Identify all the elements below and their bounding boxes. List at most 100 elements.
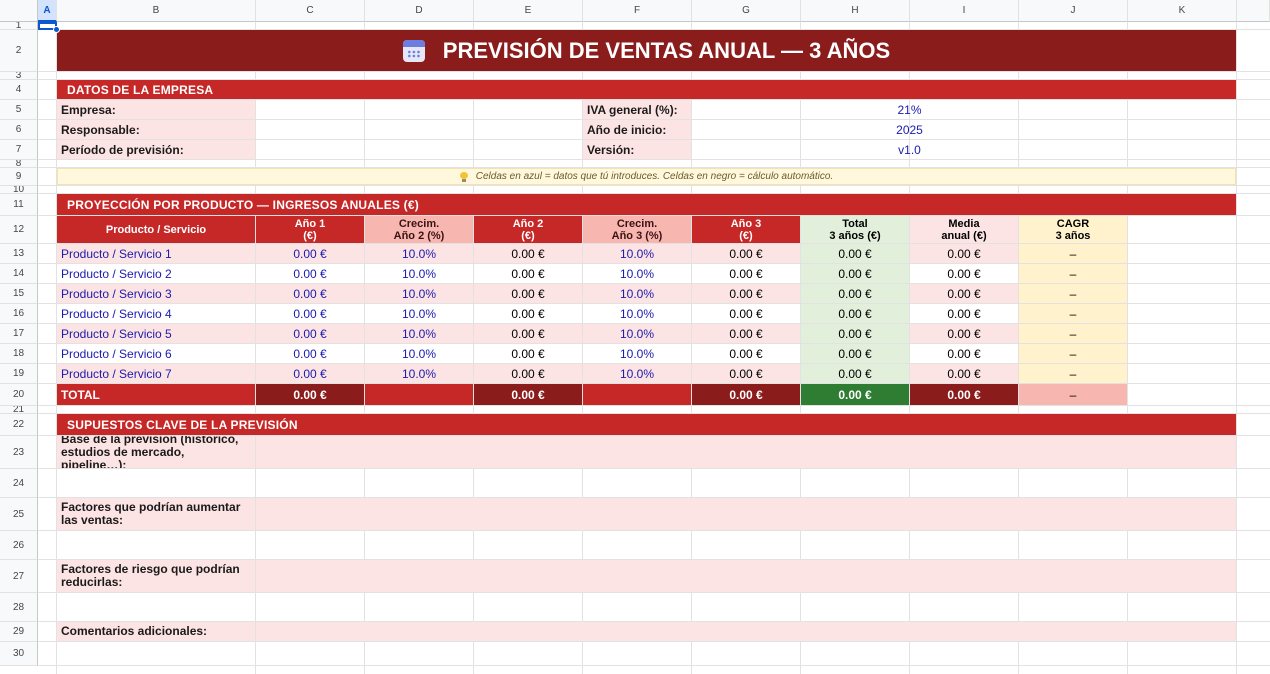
row-header-8[interactable]: 8 (0, 160, 38, 168)
row-header-30[interactable]: 30 (0, 642, 38, 666)
row-header-13[interactable]: 13 (0, 244, 38, 264)
row-header-14[interactable]: 14 (0, 264, 38, 284)
column-header-blank (1237, 0, 1270, 22)
grid-column-line (691, 22, 692, 674)
company-input-cell[interactable] (256, 140, 582, 159)
growth-y2-input[interactable]: 10.0% (365, 244, 473, 263)
year1-input[interactable]: 0.00 € (256, 304, 364, 323)
row-header-23[interactable]: 23 (0, 436, 38, 469)
row-header-19[interactable]: 19 (0, 364, 38, 384)
assumption-answer-cell[interactable] (57, 469, 1236, 497)
product-name[interactable]: Producto / Servicio 4 (57, 304, 255, 323)
select-all-corner[interactable] (0, 0, 38, 22)
growth-y3-input[interactable]: 10.0% (583, 344, 691, 363)
product-name[interactable]: Producto / Servicio 2 (57, 264, 255, 283)
company-input-cell[interactable] (256, 120, 582, 139)
year1-input[interactable]: 0.00 € (256, 344, 364, 363)
grid-column-line (473, 22, 474, 674)
product-name[interactable]: Producto / Servicio 7 (57, 364, 255, 383)
growth-y2-input[interactable]: 10.0% (365, 364, 473, 383)
column-header-h[interactable]: H (801, 0, 910, 22)
growth-y2-input[interactable]: 10.0% (365, 264, 473, 283)
row-header-20[interactable]: 20 (0, 384, 38, 406)
row-header-22[interactable]: 22 (0, 414, 38, 436)
column-header-e[interactable]: E (474, 0, 583, 22)
column-header-a[interactable]: A (38, 0, 57, 22)
fill-handle[interactable] (53, 26, 60, 33)
row-header-25[interactable]: 25 (0, 498, 38, 531)
assumption-answer-cell[interactable] (57, 531, 1236, 559)
row-header-18[interactable]: 18 (0, 344, 38, 364)
row-header-16[interactable]: 16 (0, 304, 38, 324)
growth-y3-input[interactable]: 10.0% (583, 264, 691, 283)
company-right-value[interactable]: 2025 (896, 122, 923, 137)
row-header-4[interactable]: 4 (0, 80, 38, 100)
grid-row-line (38, 468, 1270, 469)
column-header-b[interactable]: B (57, 0, 256, 22)
product-name[interactable]: Producto / Servicio 6 (57, 344, 255, 363)
column-header-g[interactable]: G (692, 0, 801, 22)
grid-row-line (38, 435, 1270, 436)
year1-input[interactable]: 0.00 € (256, 244, 364, 263)
assumption-input[interactable] (256, 622, 1236, 641)
grid-row-line (38, 139, 1270, 140)
column-header-d[interactable]: D (365, 0, 474, 22)
growth-y3-input[interactable]: 10.0% (583, 364, 691, 383)
row-header-17[interactable]: 17 (0, 324, 38, 344)
assumption-input[interactable] (256, 560, 1236, 592)
column-header-f[interactable]: F (583, 0, 692, 22)
company-label: Empresa: (57, 100, 255, 119)
year2-value: 0.00 € (474, 284, 582, 303)
company-right-value[interactable]: 21% (897, 102, 922, 117)
year1-input[interactable]: 0.00 € (256, 364, 364, 383)
row-header-2[interactable]: 2 (0, 30, 38, 72)
row-header-7[interactable]: 7 (0, 140, 38, 160)
product-name[interactable]: Producto / Servicio 3 (57, 284, 255, 303)
row-header-3[interactable]: 3 (0, 72, 38, 80)
year1-input[interactable]: 0.00 € (256, 284, 364, 303)
column-header-k[interactable]: K (1128, 0, 1237, 22)
growth-y2-input[interactable]: 10.0% (365, 324, 473, 343)
year2-value: 0.00 € (474, 324, 582, 343)
year1-input[interactable]: 0.00 € (256, 324, 364, 343)
growth-y2-input[interactable]: 10.0% (365, 344, 473, 363)
row-header-10[interactable]: 10 (0, 186, 38, 194)
growth-y3-input[interactable]: 10.0% (583, 324, 691, 343)
cagr-value: – (1019, 324, 1127, 343)
row-header-15[interactable]: 15 (0, 284, 38, 304)
row-header-5[interactable]: 5 (0, 100, 38, 120)
total-growth-blank (583, 384, 691, 405)
row-header-26[interactable]: 26 (0, 531, 38, 560)
product-name[interactable]: Producto / Servicio 5 (57, 324, 255, 343)
grid-row-line (38, 185, 1270, 186)
assumption-answer-cell[interactable] (57, 593, 1236, 621)
col-header-g3: Crecim. Año 3 (%) (583, 216, 691, 243)
row-header-28[interactable]: 28 (0, 593, 38, 622)
growth-y3-input[interactable]: 10.0% (583, 304, 691, 323)
year1-input[interactable]: 0.00 € (256, 264, 364, 283)
row-header-24[interactable]: 24 (0, 469, 38, 498)
row-header-29[interactable]: 29 (0, 622, 38, 642)
company-right-value[interactable]: v1.0 (898, 142, 921, 157)
assumption-input[interactable] (256, 498, 1236, 530)
column-header-j[interactable]: J (1019, 0, 1128, 22)
growth-y2-input[interactable]: 10.0% (365, 304, 473, 323)
year3-value: 0.00 € (692, 284, 800, 303)
row-header-6[interactable]: 6 (0, 120, 38, 140)
product-name[interactable]: Producto / Servicio 1 (57, 244, 255, 263)
row-header-1[interactable]: 1 (0, 22, 38, 30)
growth-y2-input[interactable]: 10.0% (365, 284, 473, 303)
column-header-c[interactable]: C (256, 0, 365, 22)
row-header-11[interactable]: 11 (0, 194, 38, 216)
growth-y3-input[interactable]: 10.0% (583, 284, 691, 303)
row-header-27[interactable]: 27 (0, 560, 38, 593)
company-label: Responsable: (57, 120, 255, 139)
column-header-i[interactable]: I (910, 0, 1019, 22)
row-header-21[interactable]: 21 (0, 406, 38, 414)
row-header-12[interactable]: 12 (0, 216, 38, 244)
row-header-9[interactable]: 9 (0, 168, 38, 186)
company-input-cell[interactable] (256, 100, 582, 119)
assumption-input[interactable] (256, 436, 1236, 468)
growth-y3-input[interactable]: 10.0% (583, 244, 691, 263)
